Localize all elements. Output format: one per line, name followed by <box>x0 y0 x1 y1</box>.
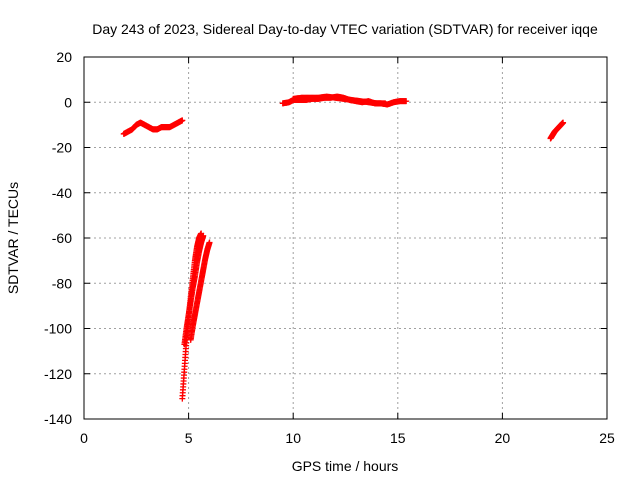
data-point <box>206 239 213 246</box>
x-tick-label: 5 <box>185 430 193 446</box>
x-tick-label: 25 <box>599 430 615 446</box>
y-tick-label: -20 <box>52 140 72 156</box>
x-axis-label: GPS time / hours <box>292 458 399 474</box>
series-arc-7 <box>547 119 567 142</box>
y-tick-label: -100 <box>44 321 72 337</box>
series-arc-4 <box>187 239 213 343</box>
axis-ticks: 0 5 10 15 20 25 20 0 -20 -40 -60 -80 -100 -120 -140 <box>44 49 615 446</box>
series-arc-6 <box>290 93 389 107</box>
y-tick-label: -40 <box>52 185 72 201</box>
data-point <box>179 117 186 124</box>
y-tick-label: 20 <box>56 49 72 65</box>
data-point <box>382 100 389 107</box>
x-tick-label: 10 <box>285 430 301 446</box>
y-tick-label: -60 <box>52 230 72 246</box>
y-tick-label: -120 <box>44 366 72 382</box>
x-tick-label: 0 <box>80 430 88 446</box>
grid-lines <box>84 57 607 419</box>
data-point <box>560 119 567 126</box>
chart-title: Day 243 of 2023, Sidereal Day-to-day VTE… <box>92 21 598 37</box>
data-point <box>200 232 207 239</box>
data-point <box>403 98 410 105</box>
y-tick-label: -80 <box>52 275 72 291</box>
y-tick-label: -140 <box>44 411 72 427</box>
data-series <box>120 93 567 402</box>
x-tick-label: 20 <box>495 430 511 446</box>
series-arc-3 <box>181 232 207 348</box>
x-tick-label: 15 <box>390 430 406 446</box>
y-tick-label: 0 <box>64 94 72 110</box>
y-axis-label: SDTVAR / TECUs <box>5 182 21 294</box>
series-arc-1 <box>120 117 186 137</box>
